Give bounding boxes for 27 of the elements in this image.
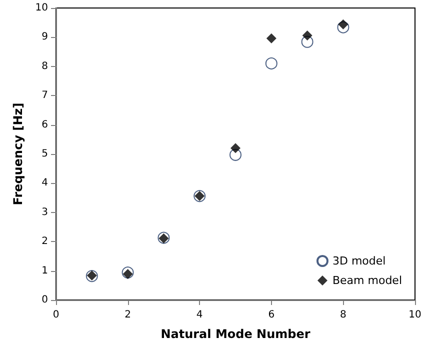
y-tick-label: 2 <box>42 236 48 248</box>
y-tick-label: 5 <box>42 148 48 160</box>
point <box>230 143 240 154</box>
x-tick-label: 10 <box>408 310 422 320</box>
y-tick-label: 4 <box>42 178 48 189</box>
x-tick-label: 0 <box>52 310 60 320</box>
legend-label: 3D model <box>332 254 386 268</box>
point <box>122 269 133 280</box>
y-tick-label: 7 <box>42 90 48 102</box>
y-tick-label: 6 <box>42 119 48 130</box>
y-tick-label: 0 <box>42 294 48 306</box>
y-tick-label: 3 <box>42 206 48 218</box>
point <box>302 30 312 40</box>
x-tick-label: 6 <box>268 310 275 320</box>
x-tick-label: 4 <box>196 310 203 320</box>
y-axis-title: Frequency [Hz] <box>11 102 25 206</box>
legend-label: Beam model <box>332 274 402 287</box>
y-tick-label: 10 <box>35 2 48 14</box>
point <box>265 57 278 70</box>
y-tick-label: 8 <box>42 60 48 72</box>
point <box>266 33 276 44</box>
x-tick-label: 2 <box>124 310 131 320</box>
x-axis-title: Natural Mode Number <box>160 327 310 341</box>
point <box>338 19 348 30</box>
y-tick-label: 1 <box>42 265 48 276</box>
y-tick-label: 9 <box>42 32 48 43</box>
x-tick-label: 8 <box>340 310 346 320</box>
